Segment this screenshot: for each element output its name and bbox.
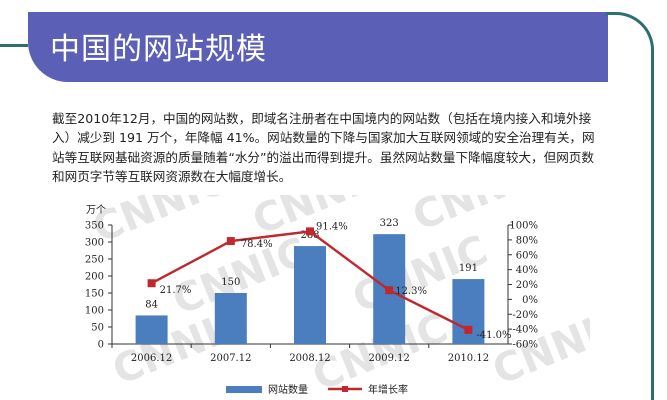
frame-left-line bbox=[0, 44, 28, 47]
legend-bar-swatch bbox=[226, 386, 262, 393]
growth-rate-marker bbox=[464, 325, 473, 334]
y-tick-label-left: 0 bbox=[98, 340, 104, 351]
bar-value-label: 84 bbox=[145, 299, 158, 310]
bar-2007.12 bbox=[214, 293, 247, 344]
y-tick-label-right: -40% bbox=[512, 325, 538, 336]
chart: CNNICCNNICCNNICCNNICCNNICCNNICCNNICCNNIC… bbox=[85, 195, 590, 400]
growth-rate-marker bbox=[385, 286, 394, 295]
y-axis-unit-label: 万个 bbox=[86, 204, 106, 216]
x-tick-label: 2006.12 bbox=[131, 353, 172, 364]
y-tick-label-left: 150 bbox=[85, 289, 104, 300]
y-tick-label-right: 40% bbox=[516, 265, 538, 276]
bar-value-label: 288 bbox=[300, 230, 319, 241]
legend-bar-label: 网站数量 bbox=[268, 383, 308, 396]
y-tick-label-left: 200 bbox=[85, 272, 104, 283]
bar-2008.12 bbox=[294, 246, 326, 344]
y-tick-label-right: 100% bbox=[509, 221, 538, 232]
growth-rate-label: -41.0% bbox=[476, 330, 511, 341]
title-bar bbox=[28, 12, 608, 82]
body-paragraph: 截至2010年12月，中国的网站数，即域名注册者在中国境内的网站数（包括在境内接… bbox=[52, 111, 595, 184]
y-tick-label-left: 350 bbox=[85, 221, 104, 232]
x-tick-label: 2008.12 bbox=[289, 353, 330, 364]
watermark-text: CNNIC bbox=[487, 299, 590, 394]
y-tick-label-right: -20% bbox=[512, 310, 538, 321]
slide-title: 中国的网站规模 bbox=[50, 32, 267, 67]
y-tick-label-left: 300 bbox=[85, 238, 104, 249]
x-tick-label: 2009.12 bbox=[369, 353, 410, 364]
y-tick-label-left: 100 bbox=[85, 306, 104, 317]
growth-rate-label: 91.4% bbox=[316, 221, 348, 232]
bar-value-label: 191 bbox=[459, 263, 478, 274]
y-tick-label-right: 0% bbox=[522, 295, 538, 306]
y-tick-label-left: 250 bbox=[85, 255, 104, 266]
legend-line-label: 年增长率 bbox=[368, 383, 408, 396]
y-tick-label-right: 80% bbox=[516, 235, 538, 246]
frame-right-line bbox=[606, 12, 654, 400]
growth-rate-marker bbox=[306, 227, 314, 236]
growth-rate-marker bbox=[147, 279, 156, 288]
y-tick-label-left: 50 bbox=[91, 323, 104, 334]
watermark-text: CNNIC bbox=[87, 195, 235, 252]
legend-line-marker bbox=[342, 386, 348, 392]
growth-rate-label: 12.3% bbox=[395, 286, 427, 297]
growth-rate-marker bbox=[226, 237, 235, 246]
growth-rate-label: 21.7% bbox=[160, 285, 192, 296]
bar-value-label: 323 bbox=[380, 218, 399, 229]
bar-value-label: 150 bbox=[221, 277, 240, 288]
watermark-text: CNNIC bbox=[407, 195, 555, 240]
y-tick-label-right: -60% bbox=[512, 340, 538, 351]
bar-2006.12 bbox=[135, 315, 168, 344]
growth-rate-label: 78.4% bbox=[241, 239, 273, 250]
y-tick-label-right: 20% bbox=[516, 280, 538, 291]
x-tick-label: 2007.12 bbox=[210, 353, 251, 364]
y-tick-label-right: 60% bbox=[516, 250, 538, 261]
x-tick-label: 2010.12 bbox=[448, 353, 489, 364]
